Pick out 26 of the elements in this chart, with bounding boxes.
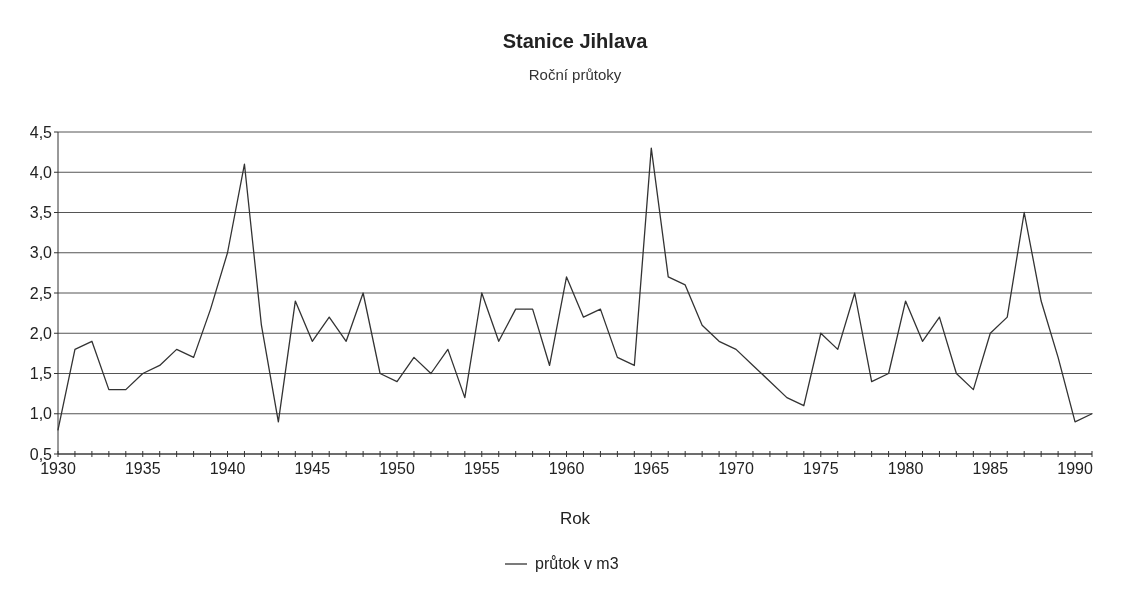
x-tick-label: 1955: [463, 460, 500, 477]
x-tick-label: 1940: [209, 460, 246, 477]
chart-subtitle: Roční průtoky: [528, 66, 622, 83]
x-tick-label: 1985: [972, 460, 1009, 477]
x-axis-title: Rok: [559, 509, 591, 528]
y-tick-label: 4,0: [29, 163, 53, 181]
y-tick-label: 1,0: [29, 405, 53, 423]
x-tick-label: 1950: [379, 460, 415, 477]
x-tick-label: 1935: [124, 460, 161, 477]
y-tick-label: 0,5: [29, 445, 53, 463]
y-tick-label: 2,0: [29, 324, 53, 342]
x-tick-label: 1945: [294, 460, 331, 477]
y-tick-label: 1,5: [29, 365, 53, 383]
y-tick-label: 3,0: [29, 244, 53, 262]
chart-title: Stanice Jihlava: [502, 30, 649, 52]
x-tick-label: 1990: [1057, 460, 1093, 477]
y-tick-label: 4,5: [29, 123, 53, 141]
x-tick-label: 1965: [633, 460, 670, 477]
x-tick-label: 1960: [548, 460, 585, 477]
y-tick-label: 2,5: [29, 284, 53, 302]
x-tick-label: 1930: [40, 460, 76, 477]
legend-label: průtok v m3: [535, 555, 619, 572]
y-tick-label: 3,5: [29, 204, 53, 222]
x-tick-label: 1975: [802, 460, 839, 477]
x-tick-label: 1980: [887, 460, 924, 477]
x-tick-label: 1970: [718, 460, 754, 477]
